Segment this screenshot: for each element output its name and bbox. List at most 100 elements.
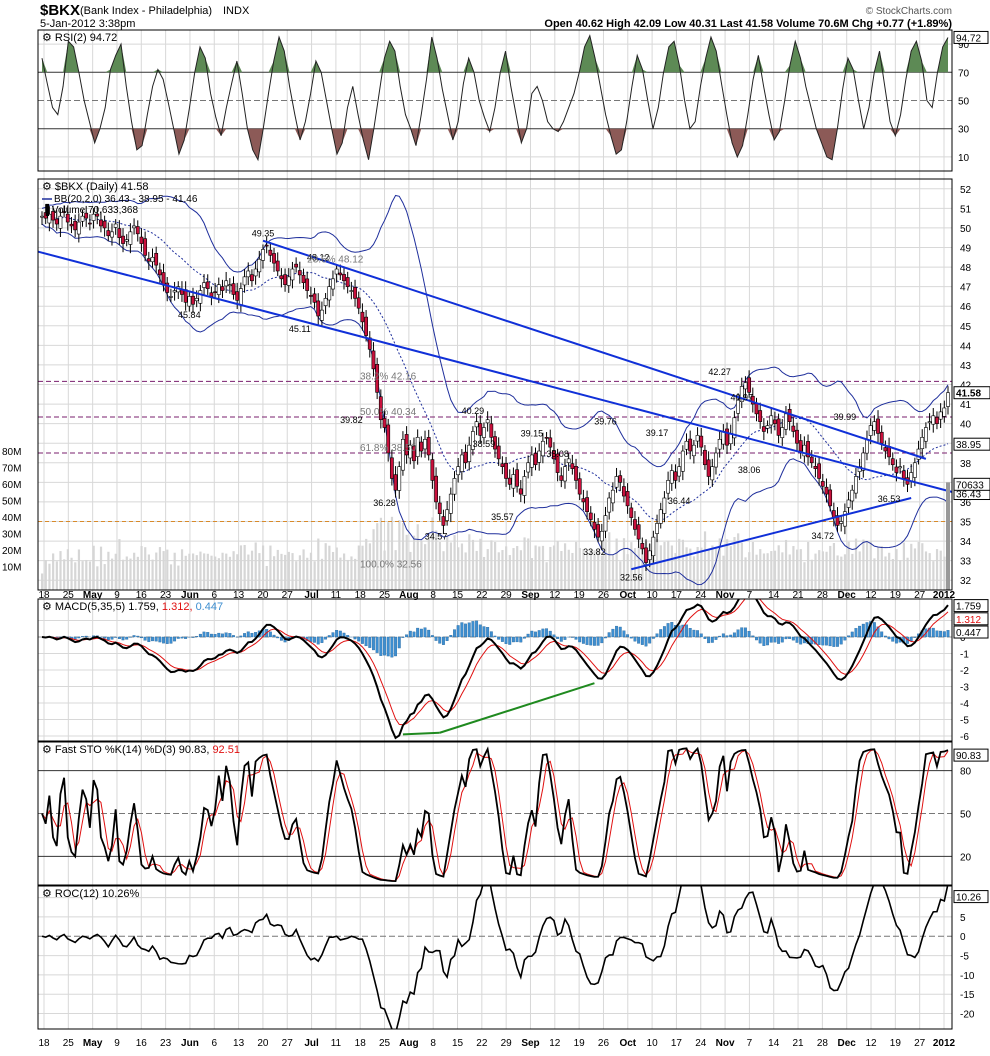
candle-body bbox=[398, 467, 401, 491]
volume-bar bbox=[476, 551, 478, 590]
swing-label: 36.53 bbox=[878, 494, 901, 504]
candle-body bbox=[770, 416, 773, 425]
macd-hist-bar bbox=[553, 635, 556, 637]
candle-body bbox=[287, 277, 290, 286]
symbol-name: (Bank Index - Philadelphia) bbox=[80, 5, 212, 17]
price-tick-label: 50 bbox=[960, 224, 972, 235]
rsi-overbought-fill bbox=[42, 36, 948, 73]
sto-tick-label: 80 bbox=[960, 767, 972, 778]
swing-label: 38.06 bbox=[738, 465, 761, 475]
macd-hist-bar bbox=[891, 637, 894, 641]
volume-bar bbox=[118, 539, 120, 590]
volume-bar bbox=[726, 539, 728, 590]
candle-body bbox=[840, 522, 843, 524]
macd-hist-bar bbox=[663, 626, 666, 637]
macd-hist-bar bbox=[206, 632, 209, 637]
date-tick-label: 25 bbox=[63, 590, 75, 601]
macd-hist-bar bbox=[357, 637, 360, 641]
candle-body bbox=[225, 281, 228, 286]
volume-bar bbox=[899, 560, 901, 590]
candle-body bbox=[350, 291, 353, 292]
volume-bar bbox=[730, 546, 732, 590]
date-tick-label: 10 bbox=[647, 590, 659, 601]
macd-hist-bar bbox=[240, 636, 243, 637]
macd-hist-bar bbox=[494, 636, 497, 637]
price-tick-label: 38 bbox=[960, 459, 972, 470]
candle-body bbox=[353, 287, 356, 298]
volume-bar bbox=[520, 550, 522, 590]
date-tick-label: 18 bbox=[38, 590, 50, 601]
candle-body bbox=[814, 466, 817, 468]
date-tick-label: 6 bbox=[211, 590, 217, 601]
swing-label: 38.08 bbox=[546, 449, 569, 459]
macd-hist-bar bbox=[122, 637, 125, 640]
swing-label: 36.28 bbox=[373, 498, 396, 508]
macd-hist-bar bbox=[144, 637, 147, 640]
candle-body bbox=[773, 420, 776, 424]
volume-bar bbox=[479, 539, 481, 590]
candle-body bbox=[151, 257, 154, 261]
grid-layer bbox=[38, 30, 952, 1029]
volume-bar bbox=[288, 552, 290, 590]
date-tick-label-bottom: 12 bbox=[549, 1038, 561, 1049]
volume-bar bbox=[155, 553, 157, 590]
macd-hist-bar bbox=[531, 631, 534, 637]
candle-body bbox=[320, 310, 323, 320]
candle-body bbox=[633, 520, 636, 530]
candle-body bbox=[372, 351, 375, 369]
candle-body bbox=[221, 287, 224, 291]
macd-hist-bar bbox=[251, 633, 254, 637]
macd-hist-bar bbox=[726, 636, 729, 637]
candle-body bbox=[630, 508, 633, 518]
date-tick-label-bottom: 14 bbox=[768, 1038, 780, 1049]
candle-body bbox=[663, 498, 666, 513]
volume-bar bbox=[387, 522, 389, 590]
macd-hist-bar bbox=[431, 635, 434, 637]
volume-bar bbox=[660, 545, 662, 590]
macd-legend: ⚙ MACD(5,35,5) 1.759, 1.312, 0.447 bbox=[42, 601, 223, 613]
volume-bar bbox=[111, 559, 113, 590]
candle-body bbox=[873, 422, 876, 431]
volume-bar bbox=[807, 542, 809, 590]
macd-hist-bar bbox=[589, 637, 592, 645]
swing-label: 39.76 bbox=[594, 416, 617, 426]
volume-bar bbox=[527, 538, 529, 590]
macd-hist-bar bbox=[464, 624, 467, 637]
volume-bar bbox=[862, 540, 864, 590]
candle-body bbox=[549, 438, 552, 447]
macd-hist-bar bbox=[715, 637, 718, 640]
swing-label: 32.56 bbox=[620, 572, 643, 582]
swing-label: 35.57 bbox=[491, 512, 514, 522]
candle-body bbox=[361, 312, 364, 322]
volume-bar bbox=[122, 560, 124, 590]
macd-hist-bar bbox=[560, 637, 563, 642]
candle-body bbox=[147, 259, 150, 262]
date-tick-label: 2012 bbox=[933, 590, 956, 601]
date-tick-label-bottom: 24 bbox=[695, 1038, 707, 1049]
candle-body bbox=[103, 221, 106, 228]
candle-body bbox=[423, 439, 426, 449]
volume-bar bbox=[501, 550, 503, 590]
candle-body bbox=[280, 276, 283, 279]
volume-bar bbox=[641, 549, 643, 590]
volume-bar bbox=[431, 517, 433, 590]
candle-body bbox=[519, 489, 522, 494]
date-tick-label-bottom: May bbox=[83, 1038, 103, 1049]
macd-hist-bar bbox=[313, 637, 316, 643]
macd-hist-bar bbox=[634, 637, 637, 641]
candle-body bbox=[364, 317, 367, 335]
candle-body bbox=[817, 464, 820, 479]
panel-frames bbox=[38, 30, 952, 1029]
price-tick-label: 40 bbox=[960, 420, 972, 431]
candle-body bbox=[291, 269, 294, 280]
macd-hist-bar bbox=[770, 637, 773, 642]
volume-bar bbox=[748, 552, 750, 590]
volume-bar bbox=[715, 547, 717, 590]
candle-body bbox=[784, 414, 787, 429]
roc-tick-label: 5 bbox=[960, 913, 966, 924]
swing-label: 34.57 bbox=[425, 531, 448, 541]
macd-hist-bar bbox=[365, 637, 368, 646]
price-tick-label: 44 bbox=[960, 341, 972, 352]
volume-bar bbox=[763, 553, 765, 590]
